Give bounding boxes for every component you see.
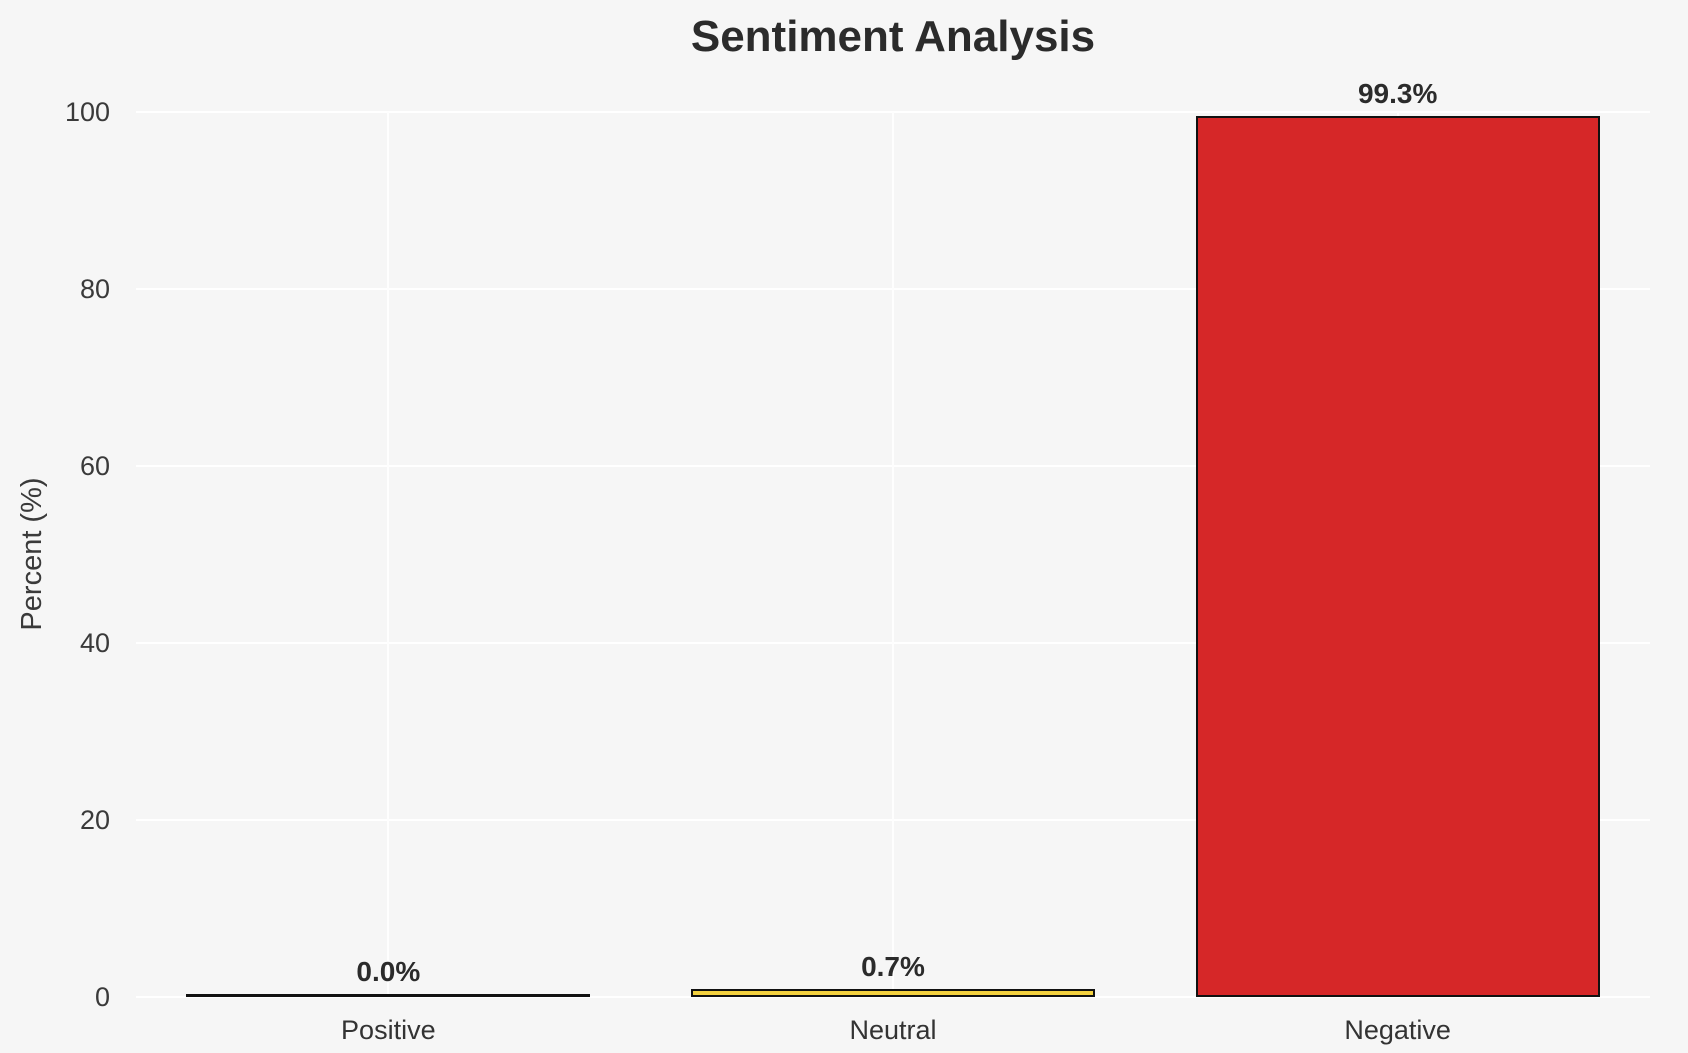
h-gridline-0	[136, 996, 1650, 998]
v-gridline-positive	[387, 112, 390, 997]
value-label-neutral: 0.7%	[861, 950, 925, 982]
category-label-positive: Positive	[341, 1015, 436, 1045]
chart-title: Sentiment Analysis	[690, 12, 1096, 61]
y-tick-label: 80	[79, 274, 110, 304]
y-tick-label: 0	[94, 982, 110, 1012]
y-tick-label: 40	[79, 628, 110, 658]
category-label-negative: Negative	[1344, 1015, 1451, 1045]
bar-positive	[186, 994, 591, 997]
value-label-positive: 0.0%	[356, 956, 421, 987]
bar-negative	[1195, 116, 1600, 997]
category-label-neutral: Neutral	[849, 1015, 937, 1045]
y-tick-label: 60	[79, 451, 110, 481]
y-tick-label: 20	[79, 805, 110, 835]
v-gridline-neutral	[892, 112, 894, 997]
y-tick-label: 100	[64, 97, 110, 127]
bar-neutral	[691, 988, 1095, 997]
value-label-negative: 99.3%	[1357, 78, 1438, 110]
y-axis-label: Percent (%)	[16, 477, 48, 631]
